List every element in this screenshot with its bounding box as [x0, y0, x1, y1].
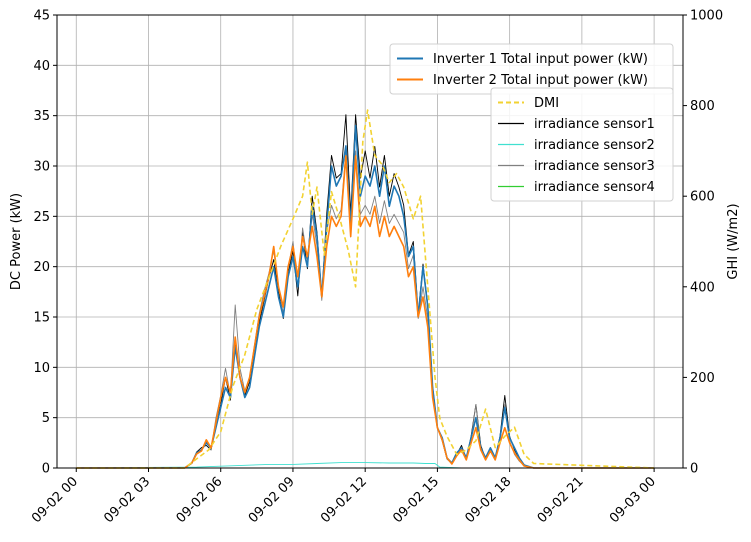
x-tick-label: 09-02 03	[101, 474, 153, 526]
y-tick-label: 10	[33, 361, 50, 376]
legend-label: DMI	[534, 96, 559, 111]
y-tick-label: 0	[42, 462, 50, 477]
legend-irradiance: DMI irradiance sensor1 irradiance sensor2 i…	[490, 87, 674, 202]
y2-tick-label: 600	[690, 190, 715, 205]
legend-label: irradiance sensor2	[534, 138, 655, 153]
series-line-inverter-2-total-input-power-kw	[76, 155, 655, 469]
y-tick-label: 15	[33, 311, 50, 326]
x-axis: 09-02 00 09-02 03 09-02 06 09-02 09 09-02 12…	[29, 468, 659, 526]
y-tick-label: 40	[33, 59, 50, 74]
legend-inverters: Inverter 1 Total input power (kW) Inverte…	[389, 43, 674, 95]
x-tick-label: 09-03 00	[607, 474, 659, 526]
y2-tick-label: 400	[690, 280, 715, 295]
legend-label: irradiance sensor1	[534, 117, 655, 132]
right-axis: 0 200 400 600 800 1000	[683, 9, 723, 477]
x-tick-label: 09-02 09	[246, 474, 298, 526]
y-axis-label: DC Power (kW)	[9, 193, 24, 290]
y2-tick-label: 200	[690, 371, 715, 386]
legend-label: Inverter 1 Total input power (kW)	[433, 52, 648, 67]
y-tick-label: 25	[33, 210, 50, 225]
x-tick-label: 09-02 06	[174, 474, 226, 526]
y-tick-label: 20	[33, 260, 50, 275]
legend-label: irradiance sensor3	[534, 159, 655, 174]
y-tick-label: 5	[42, 411, 50, 426]
y2-tick-label: 0	[690, 462, 698, 477]
series-line-dmi	[76, 109, 655, 469]
x-tick-label: 09-02 00	[29, 474, 81, 526]
left-axis: 0 5 10 15 20 25 30 35 40 45	[33, 9, 57, 477]
x-tick-label: 09-02 21	[535, 474, 587, 526]
legend-label: Inverter 2 Total input power (kW)	[433, 73, 648, 88]
y2-tick-label: 1000	[690, 9, 723, 24]
series-line-irradiance-sensor2	[76, 462, 655, 469]
legend-box	[490, 87, 674, 202]
legend-label: irradiance sensor4	[534, 180, 655, 195]
y-tick-label: 45	[33, 9, 50, 24]
y2-tick-label: 800	[690, 99, 715, 114]
x-tick-label: 09-02 12	[318, 474, 370, 526]
plot-frame	[56, 14, 684, 469]
x-tick-label: 09-02 18	[463, 474, 515, 526]
y-tick-label: 35	[33, 109, 50, 124]
y-tick-label: 30	[33, 160, 50, 175]
x-tick-label: 09-02 15	[390, 474, 442, 526]
y2-axis-label: GHI (W/m2)	[726, 203, 741, 279]
